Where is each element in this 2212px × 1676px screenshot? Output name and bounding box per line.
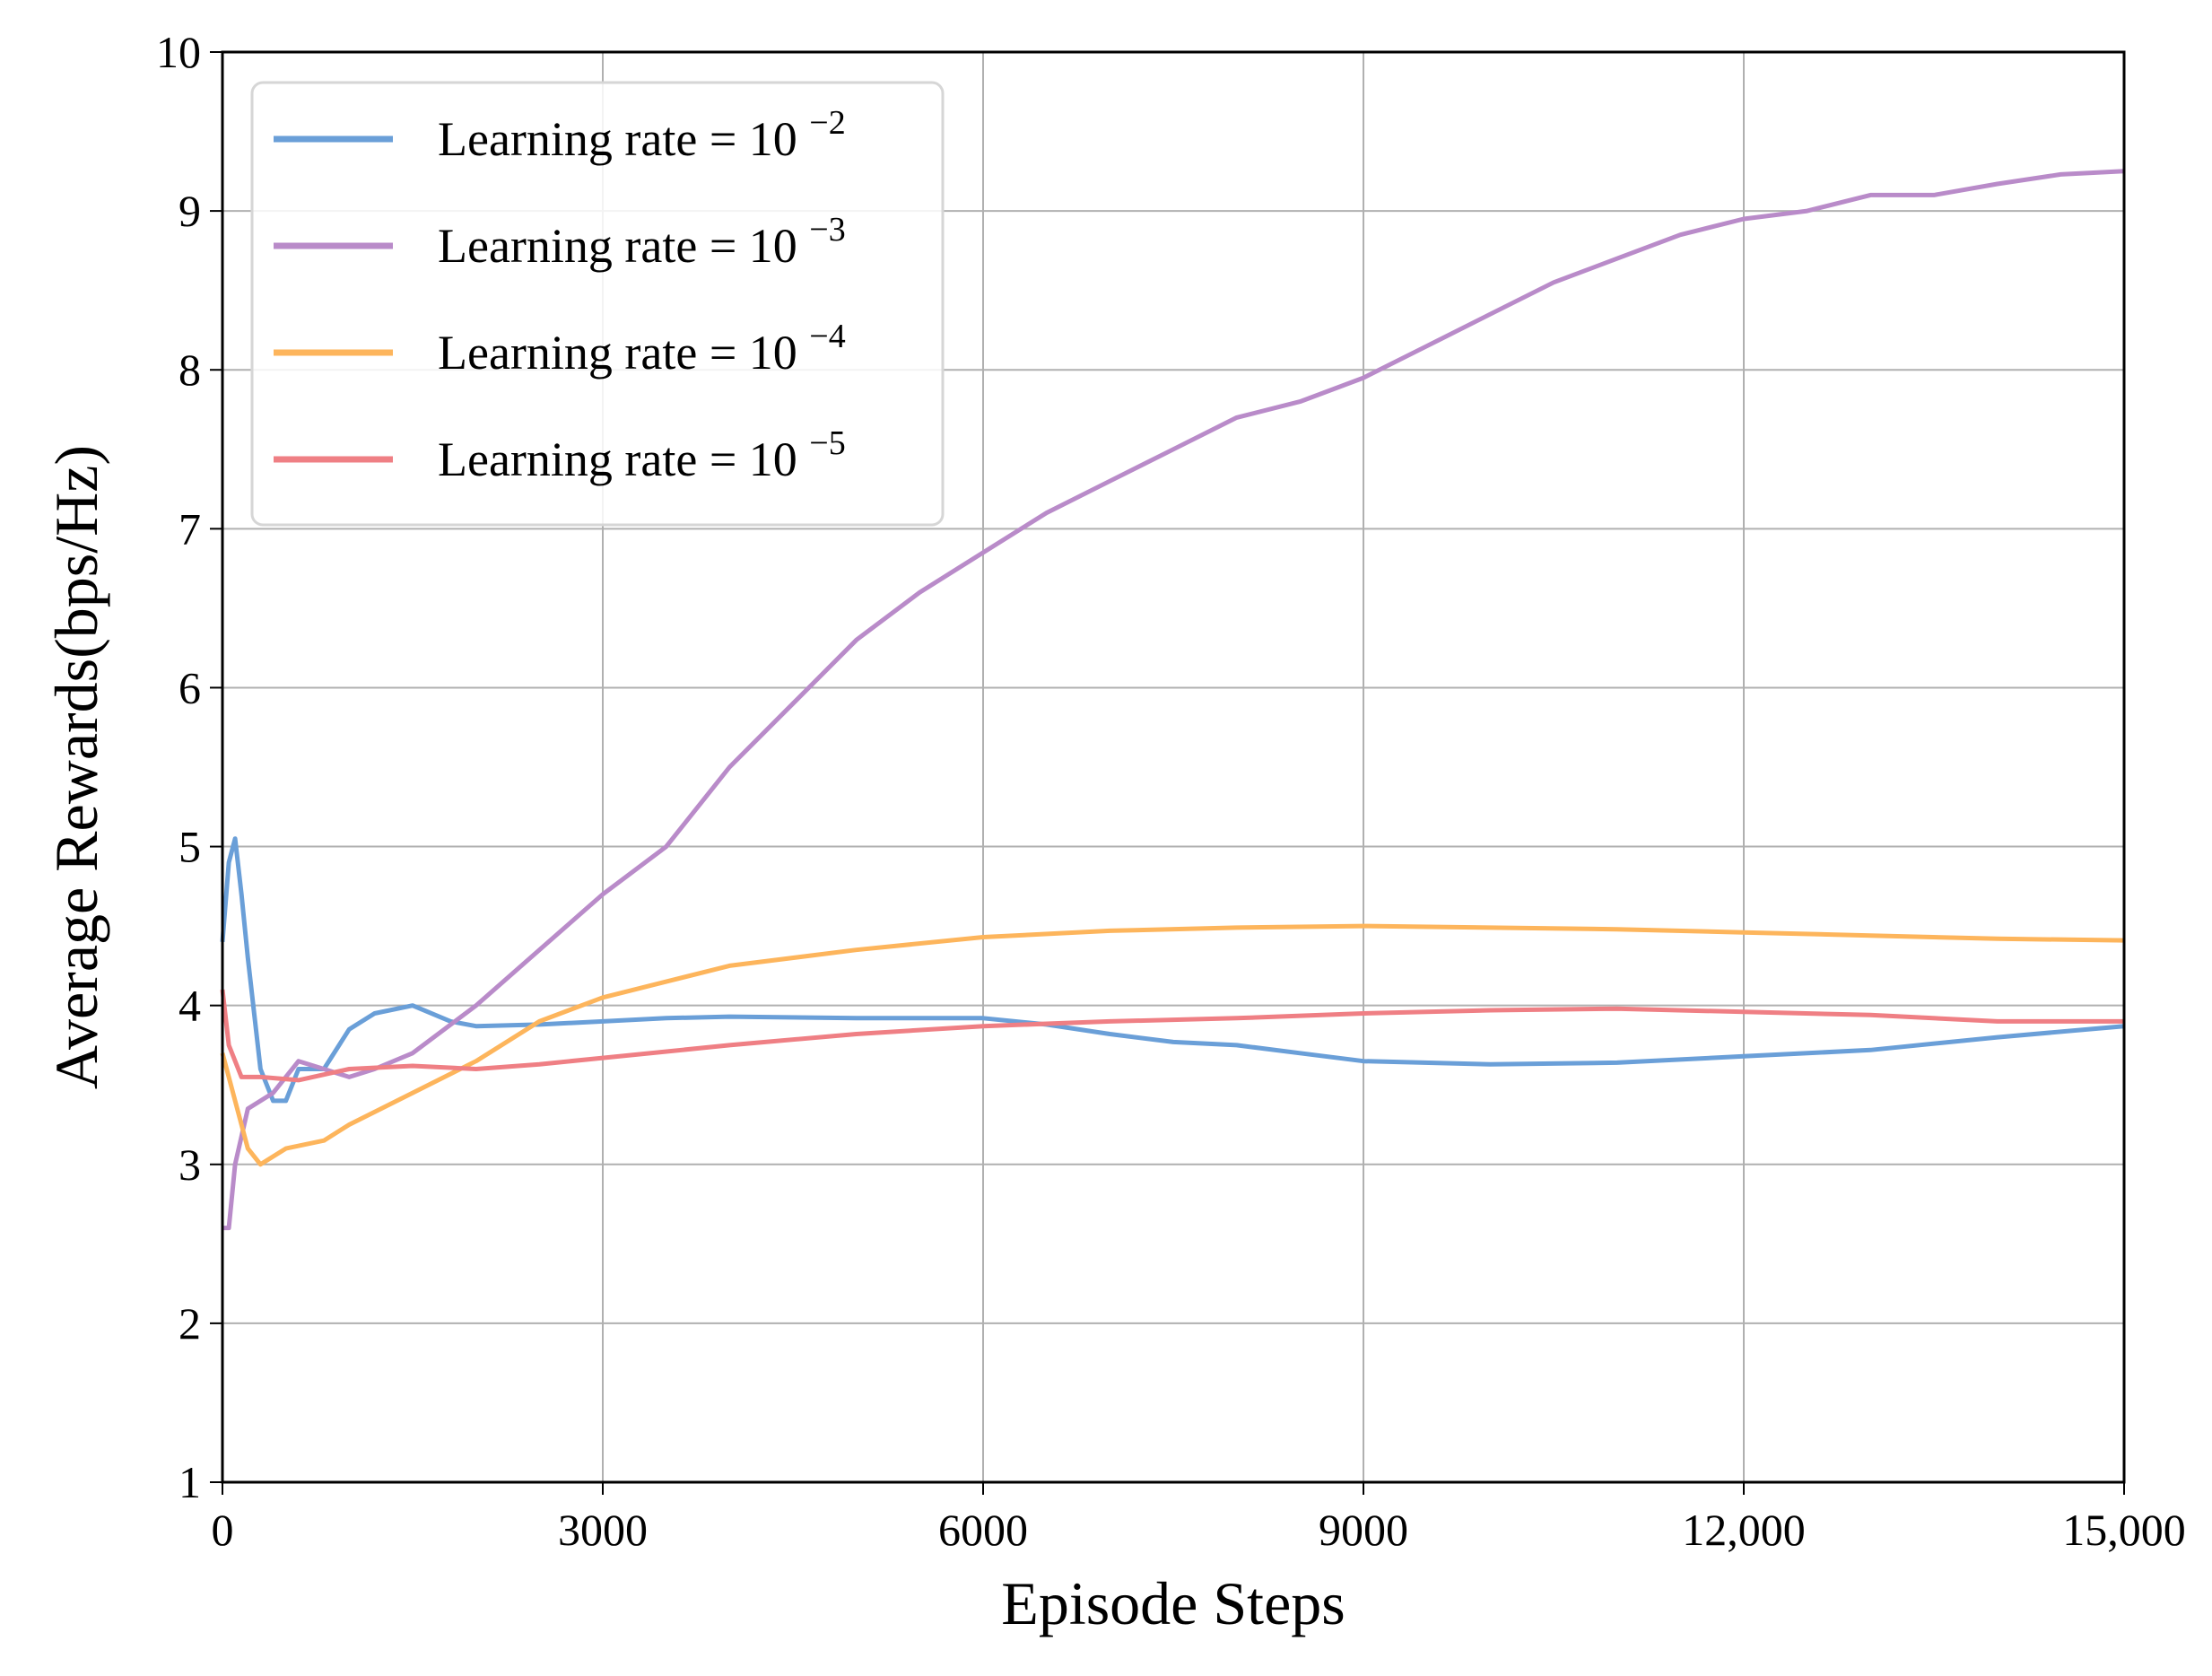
series-line-4 — [220, 989, 2124, 1083]
y-tick-label: 7 — [179, 503, 201, 554]
x-tick-label: 0 — [212, 1505, 234, 1555]
legend-label-text: Learning rate = 10 — [438, 219, 809, 273]
y-tick-label: 10 — [156, 27, 201, 77]
legend-label-exponent: −4 — [809, 318, 845, 355]
series-line-2 — [222, 169, 2125, 1231]
legend-box — [250, 81, 945, 527]
legend-label: Learning rate = 10 −2 — [438, 104, 846, 166]
y-axis-label: Average Rewards(bps/Hz) — [42, 445, 110, 1089]
x-tick-label: 9000 — [1319, 1505, 1408, 1555]
y-tick-label: 2 — [179, 1298, 201, 1349]
series-lines — [220, 169, 2125, 1231]
x-tick-label: 15,000 — [2062, 1505, 2186, 1555]
tick-labels: 0 3000 6000 9000 12,000 15,000 1 2 3 4 5 6 7 8 9 10 — [156, 27, 2186, 1555]
legend-label-exponent: −3 — [809, 211, 845, 249]
y-tick-label: 3 — [179, 1139, 201, 1190]
series-line-3 — [220, 923, 2125, 1167]
legend-label-text: Learning rate = 10 — [438, 432, 809, 486]
y-tick-label: 6 — [179, 662, 201, 712]
series-line-1 — [220, 836, 2125, 1104]
y-tick-label: 9 — [179, 186, 201, 236]
legend-label: Learning rate = 10 −4 — [438, 318, 846, 380]
y-tick-label: 8 — [179, 345, 201, 395]
legend-label-exponent: −2 — [809, 104, 845, 142]
y-tick-label: 1 — [179, 1457, 201, 1507]
legend-label-text: Learning rate = 10 — [438, 112, 809, 166]
x-tick-label: 3000 — [558, 1505, 648, 1555]
legend-label: Learning rate = 10 −5 — [438, 424, 846, 486]
x-tick-label: 12,000 — [1682, 1505, 1806, 1555]
axes — [210, 50, 2126, 1495]
plot-frame — [221, 50, 2126, 1484]
legend-label: Learning rate = 10 −3 — [438, 211, 846, 273]
y-tick-label: 4 — [179, 981, 201, 1031]
legend-label-text: Learning rate = 10 — [438, 326, 809, 380]
legend-label-exponent: −5 — [809, 424, 845, 462]
x-tick-label: 6000 — [938, 1505, 1028, 1555]
y-tick-label: 5 — [179, 822, 201, 872]
x-axis-label: Episode Steps — [1001, 1569, 1345, 1637]
